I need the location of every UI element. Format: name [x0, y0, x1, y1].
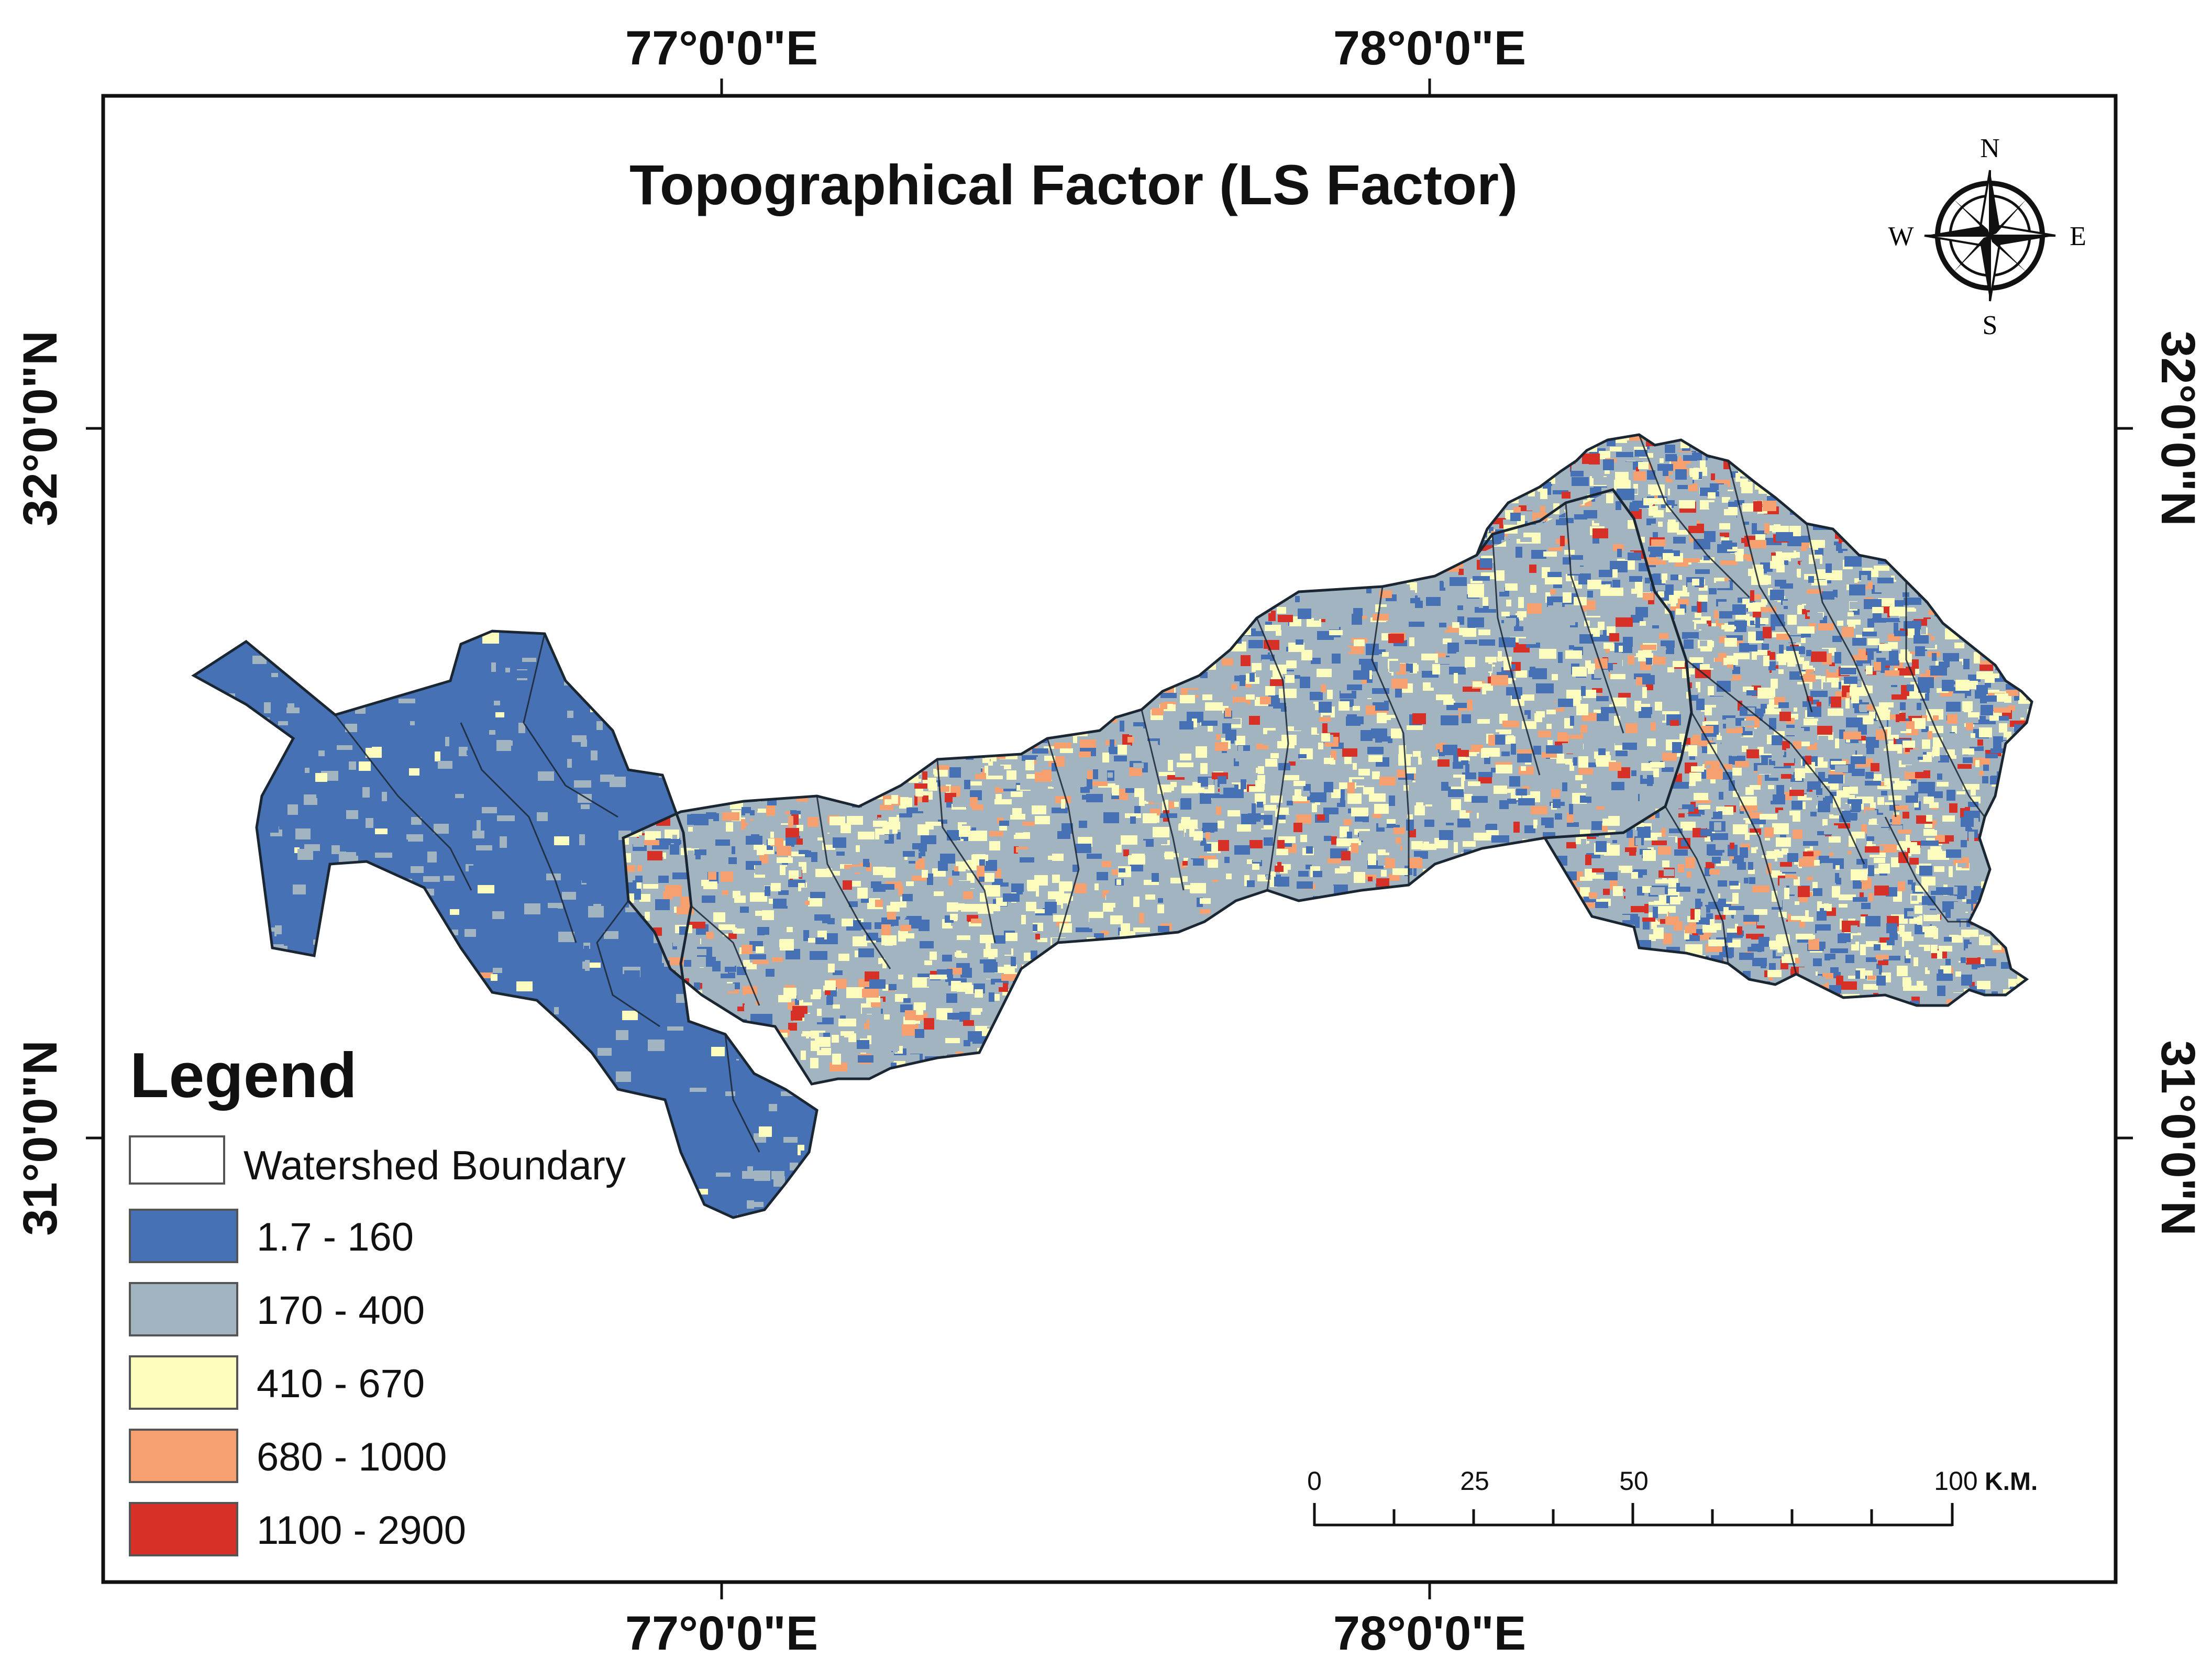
legend-classes: 1.7 - 160 170 - 400 410 - 670 680 - 1000 110… [129, 1209, 466, 1556]
lat-label-left-31: 31°0'0"N [14, 1040, 67, 1235]
lon-label-top-77: 77°0'0"E [625, 21, 818, 75]
scale-tick-0: 0 [1307, 1466, 1322, 1496]
legend-swatch-boundary [129, 1135, 225, 1185]
legend-swatch-1 [129, 1282, 238, 1336]
scale-unit: K.M. [1985, 1468, 2038, 1496]
legend-swatch-4 [129, 1502, 238, 1556]
watershed-boundary [191, 433, 2033, 1219]
scale-tick-100: 100 [1934, 1466, 1977, 1496]
graticule-ticks [86, 79, 2133, 1599]
lat-label-right-31: 31°0'0"N [2151, 1040, 2205, 1235]
lat-label-right-32: 32°0'0"N [2151, 330, 2205, 526]
legend-label-0: 1.7 - 160 [257, 1215, 414, 1259]
legend-swatch-0 [129, 1209, 238, 1263]
legend-label-2: 410 - 670 [257, 1362, 425, 1406]
legend-swatch-2 [129, 1355, 238, 1410]
lon-label-top-78: 78°0'0"E [1333, 21, 1526, 75]
south-letter: S [1983, 311, 1998, 340]
scale-tick-50: 50 [1619, 1466, 1649, 1496]
legend-swatch-3 [129, 1429, 238, 1483]
east-letter: E [2070, 222, 2086, 251]
lon-label-bottom-78: 78°0'0"E [1333, 1607, 1526, 1660]
sub-watershed-lines [334, 434, 1986, 1153]
lat-label-left-32: 32°0'0"N [14, 330, 67, 526]
legend-label-4: 1100 - 2900 [257, 1508, 466, 1553]
compass-rose-icon: N S E W [1888, 134, 2086, 340]
west-letter: W [1888, 222, 1914, 251]
north-letter: N [1980, 134, 2000, 163]
legend: Legend Watershed Boundary 1.7 - 160 170 -… [129, 1040, 626, 1556]
map-title: Topographical Factor (LS Factor) [629, 153, 1518, 216]
legend-label-1: 170 - 400 [257, 1288, 425, 1333]
legend-label-3: 680 - 1000 [257, 1435, 447, 1479]
scale-bar: 0 25 50 100 K.M. [1307, 1466, 2038, 1527]
lon-label-bottom-77: 77°0'0"E [625, 1607, 818, 1660]
scale-tick-25: 25 [1460, 1466, 1489, 1496]
legend-label-boundary: Watershed Boundary [244, 1142, 626, 1188]
legend-heading: Legend [130, 1040, 357, 1111]
